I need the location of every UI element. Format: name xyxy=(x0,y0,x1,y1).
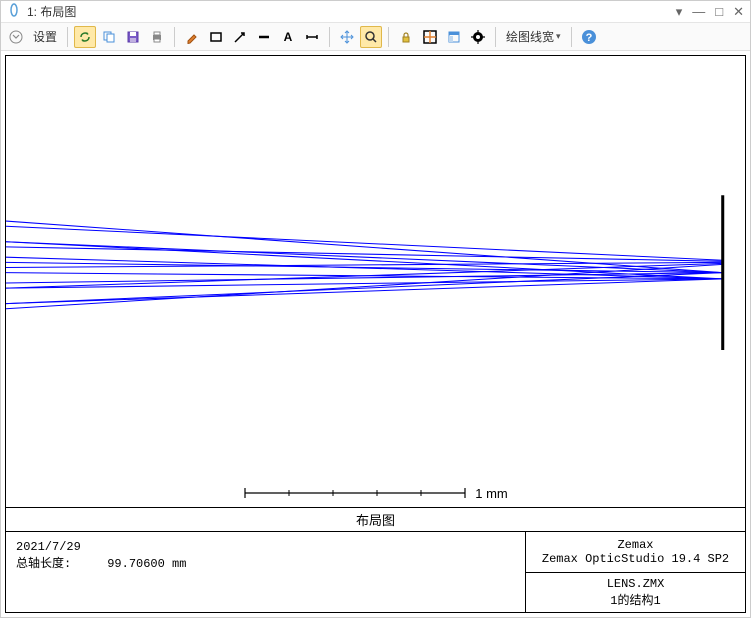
product-text: Zemax OpticStudio 19.4 SP2 xyxy=(542,552,729,566)
filename-text: LENS.ZMX xyxy=(607,577,665,591)
expand-button[interactable] xyxy=(5,26,27,48)
svg-text:?: ? xyxy=(585,32,592,44)
info-left: 2021/7/29 总轴长度: 99.70600 mm xyxy=(6,532,525,612)
settings-button[interactable]: 设置 xyxy=(29,28,61,45)
separator xyxy=(388,27,389,47)
config-text: 1的结构1 xyxy=(610,591,660,608)
target-button[interactable] xyxy=(467,26,489,48)
help-button[interactable]: ? xyxy=(578,26,600,48)
content-area: 1 mm 布局图 2021/7/29 总轴长度: 99.70600 mm Zem… xyxy=(1,51,750,617)
copy-button[interactable] xyxy=(98,26,120,48)
vendor-box: Zemax Zemax OpticStudio 19.4 SP2 xyxy=(526,532,745,572)
plot-frame: 1 mm 布局图 2021/7/29 总轴长度: 99.70600 mm Zem… xyxy=(5,55,746,613)
total-length-value: 99.70600 mm xyxy=(107,557,186,571)
scalebar-row: 1 mm xyxy=(6,479,745,507)
date-text: 2021/7/29 xyxy=(16,540,515,554)
chevron-down-icon: ▾ xyxy=(556,31,561,42)
vendor-text: Zemax xyxy=(617,538,653,552)
info-row: 2021/7/29 总轴长度: 99.70600 mm Zemax Zemax … xyxy=(6,531,745,612)
svg-text:A: A xyxy=(284,30,293,44)
app-window: 1: 布局图 ▾ — □ ✕ 设置 xyxy=(0,0,751,618)
window-title: 1: 布局图 xyxy=(27,3,676,20)
maximize-button[interactable]: □ xyxy=(715,5,723,18)
pencil-tool[interactable] xyxy=(181,26,203,48)
separator xyxy=(67,27,68,47)
file-box: LENS.ZMX 1的结构1 xyxy=(526,572,745,612)
total-length-label: 总轴长度: xyxy=(16,557,71,571)
arrow-tool[interactable] xyxy=(229,26,251,48)
app-icon xyxy=(7,3,21,20)
window-layout-button[interactable] xyxy=(443,26,465,48)
scalebar-label: 1 mm xyxy=(475,486,508,501)
rectangle-tool[interactable] xyxy=(205,26,227,48)
toolbar: 设置 A xyxy=(1,23,750,51)
window-controls: ▾ — □ ✕ xyxy=(676,5,744,18)
separator xyxy=(174,27,175,47)
plot-caption: 布局图 xyxy=(6,507,745,531)
lock-button[interactable] xyxy=(395,26,417,48)
zoom-tool[interactable] xyxy=(360,26,382,48)
separator xyxy=(495,27,496,47)
minimize-button[interactable]: — xyxy=(692,5,705,18)
titlebar: 1: 布局图 ▾ — □ ✕ xyxy=(1,1,750,23)
scalebar xyxy=(243,486,467,500)
dropdown-icon[interactable]: ▾ xyxy=(676,5,683,18)
line-tool[interactable] xyxy=(253,26,275,48)
print-button[interactable] xyxy=(146,26,168,48)
close-button[interactable]: ✕ xyxy=(733,5,744,18)
separator xyxy=(329,27,330,47)
dimension-tool[interactable] xyxy=(301,26,323,48)
info-right: Zemax Zemax OpticStudio 19.4 SP2 LENS.ZM… xyxy=(525,532,745,612)
linewidth-label: 绘图线宽 xyxy=(506,28,554,45)
separator xyxy=(571,27,572,47)
save-button[interactable] xyxy=(122,26,144,48)
linewidth-dropdown[interactable]: 绘图线宽 ▾ xyxy=(502,28,565,45)
refresh-button[interactable] xyxy=(74,26,96,48)
pan-tool[interactable] xyxy=(336,26,358,48)
fit-window-button[interactable] xyxy=(419,26,441,48)
ray-diagram-plot[interactable] xyxy=(6,56,745,479)
text-tool[interactable]: A xyxy=(277,26,299,48)
